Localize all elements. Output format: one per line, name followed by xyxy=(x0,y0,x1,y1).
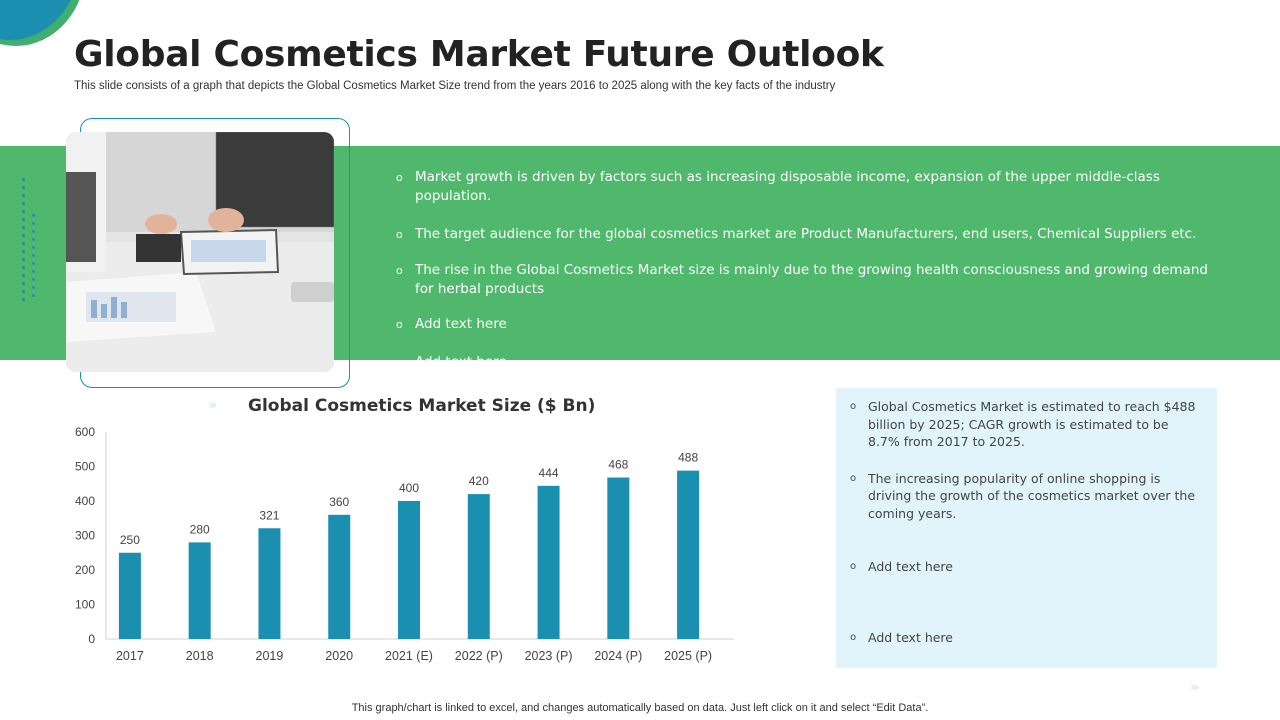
x-tick-label: 2020 xyxy=(325,649,353,663)
data-label: 444 xyxy=(539,466,559,480)
x-tick-label: 2021 (E) xyxy=(385,649,433,663)
chart-title: Global Cosmetics Market Size ($ Bn) xyxy=(248,396,596,416)
data-label: 360 xyxy=(329,495,349,509)
data-label: 250 xyxy=(120,533,140,547)
business-meeting-photo xyxy=(66,132,334,372)
key-point: Add text here xyxy=(396,315,1216,334)
fact-item: Add text here xyxy=(850,558,1200,576)
y-tick-label: 500 xyxy=(75,460,95,474)
x-tick-label: 2025 (P) xyxy=(664,649,712,663)
key-point: The target audience for the global cosme… xyxy=(396,225,1216,244)
key-point: The rise in the Global Cosmetics Market … xyxy=(396,261,1216,299)
y-tick-label: 400 xyxy=(75,494,95,508)
data-label: 420 xyxy=(469,474,489,488)
market-size-chart: 0 100 200 300 400 500 600 250 2017 280 2018 321 2019… xyxy=(75,425,734,663)
bar xyxy=(607,477,630,639)
chevron-decoration-icon: ››› xyxy=(208,398,217,413)
chevron-decoration-icon: ››› xyxy=(1190,680,1199,695)
x-tick-label: 2023 (P) xyxy=(525,649,573,663)
key-point: Market growth is driven by factors such … xyxy=(396,168,1216,206)
facts-list: Global Cosmetics Market is estimated to … xyxy=(850,398,1200,646)
footnote: This graph/chart is linked to excel, and… xyxy=(351,702,929,714)
fact-item: Add text here xyxy=(850,629,1200,647)
bar xyxy=(398,501,420,639)
y-tick-label: 300 xyxy=(75,529,95,543)
dotted-decoration-right xyxy=(32,214,35,297)
data-label: 400 xyxy=(399,481,419,495)
key-point: Add text here xyxy=(396,353,1216,372)
bar xyxy=(188,542,211,639)
dotted-decoration-left xyxy=(22,178,25,301)
bar xyxy=(467,494,490,639)
y-tick-label: 0 xyxy=(88,632,95,646)
y-tick-label: 100 xyxy=(75,598,95,612)
page-subtitle: This slide consists of a graph that depi… xyxy=(74,80,836,92)
bar xyxy=(537,485,560,639)
data-label: 321 xyxy=(259,508,279,522)
corner-decoration xyxy=(0,0,80,40)
bar xyxy=(677,470,700,639)
fact-item: Global Cosmetics Market is estimated to … xyxy=(850,398,1200,451)
y-tick-label: 600 xyxy=(75,425,95,439)
page-title: Global Cosmetics Market Future Outlook xyxy=(74,34,884,75)
fact-item: The increasing popularity of online shop… xyxy=(850,470,1200,523)
key-points-list: Market growth is driven by factors such … xyxy=(396,168,1216,372)
bar xyxy=(328,514,351,639)
data-label: 468 xyxy=(608,458,628,472)
x-tick-label: 2017 xyxy=(116,649,144,663)
x-tick-label: 2024 (P) xyxy=(594,649,642,663)
x-tick-label: 2019 xyxy=(256,649,284,663)
data-label: 488 xyxy=(678,451,698,465)
y-tick-label: 200 xyxy=(75,563,95,577)
bar xyxy=(118,552,141,639)
x-tick-label: 2022 (P) xyxy=(455,649,503,663)
bar xyxy=(258,528,281,639)
data-label: 280 xyxy=(190,522,210,536)
x-tick-label: 2018 xyxy=(186,649,214,663)
